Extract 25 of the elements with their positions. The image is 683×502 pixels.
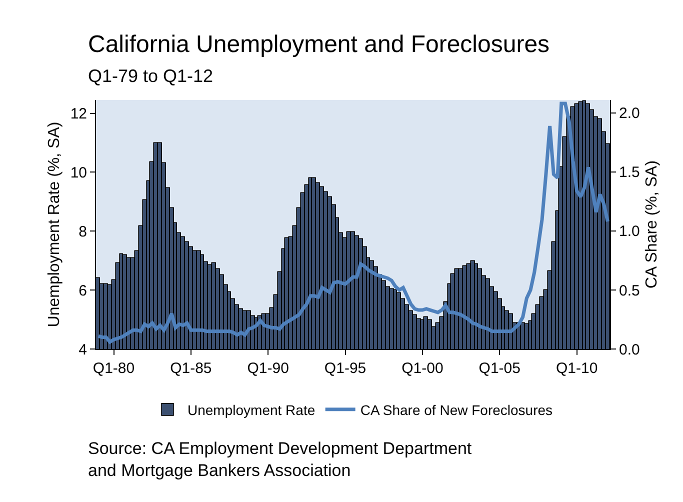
- chart-title: California Unemployment and Foreclosures: [88, 31, 550, 58]
- legend-label: Unemployment Rate: [188, 402, 316, 418]
- x-tick-label: Q1-10: [556, 360, 598, 377]
- x-tick-label: Q1-00: [402, 360, 444, 377]
- y-tick-label: 6: [78, 282, 87, 300]
- y2-tick-label: 2.0: [619, 105, 640, 122]
- y-tick-label: 4: [78, 341, 87, 358]
- x-tick-label: Q1-05: [478, 360, 520, 377]
- y2-tick-label: 1.0: [619, 223, 640, 240]
- x-tick-label: Q1-95: [324, 360, 366, 377]
- y-tick-label: 10: [70, 164, 87, 182]
- source-note: Source: CA Employment Development Department and Mortgage Bankers Association: [88, 439, 472, 480]
- y2-tick-label: 1.5: [619, 164, 640, 182]
- y-tick-label: 8: [78, 223, 87, 240]
- x-tick-label: Q1-80: [92, 360, 135, 377]
- y2-axis-title: CA Share (%, SA): [644, 160, 661, 289]
- y-axis-title: Unemployment Rate (%, SA): [46, 122, 64, 328]
- legend-label: CA Share of New Foreclosures: [360, 402, 553, 418]
- x-tick-label: Q1-90: [247, 360, 289, 377]
- y2-tick-label: 0.5: [619, 282, 640, 300]
- y2-tick-label: 0.0: [619, 341, 640, 358]
- chart-subtitle: Q1-79 to Q1-12: [88, 66, 214, 86]
- x-tick-label: Q1-85: [170, 360, 212, 377]
- line-series: [96, 102, 610, 344]
- y-tick-label: 12: [70, 106, 87, 123]
